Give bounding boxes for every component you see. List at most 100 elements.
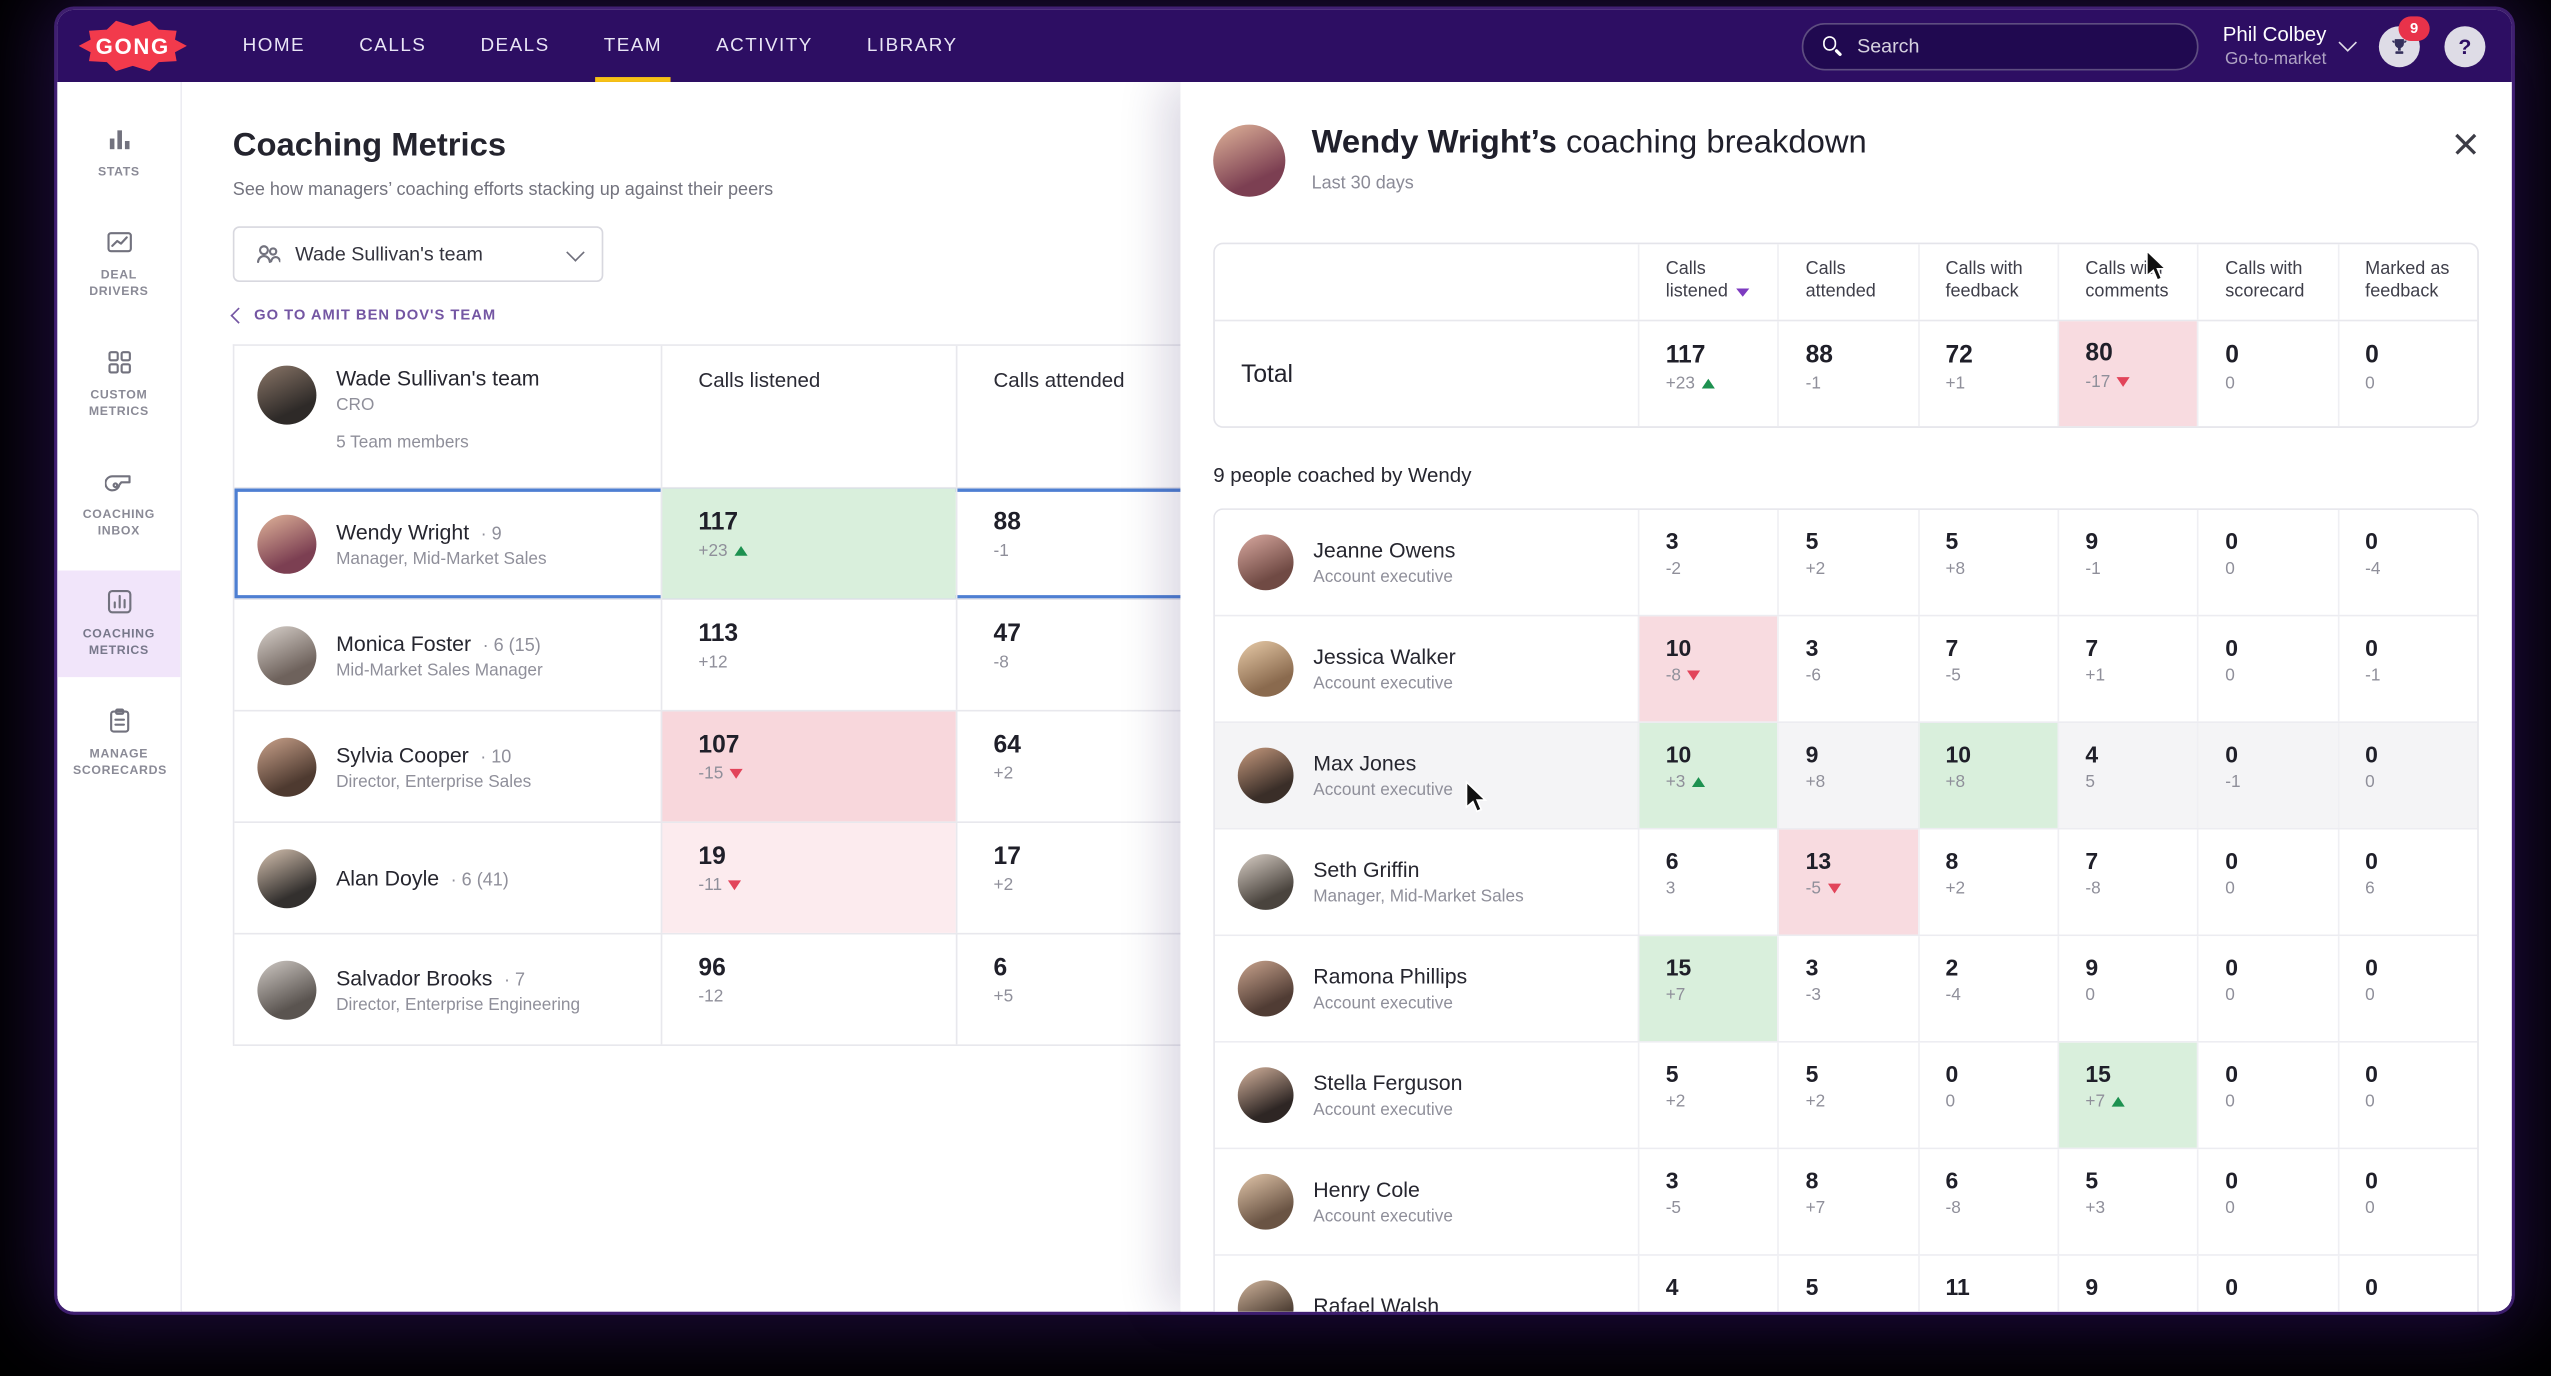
- column-calls-attended[interactable]: Calls attended: [1777, 244, 1918, 320]
- metric-cell: 10 +8: [1917, 723, 2058, 828]
- avatar: [1237, 1173, 1294, 1230]
- sidebar-item-deal-drivers[interactable]: DEAL DRIVERS: [57, 211, 180, 318]
- navbar-right: Search Phil Colbey Go-to-market 9: [1801, 15, 2486, 70]
- person-row-jessica-walker[interactable]: Jessica Walker Account executive 10 -8 3-…: [1214, 616, 2478, 724]
- metric-cell: 0: [2197, 1255, 2337, 1312]
- gong-logo[interactable]: GONG: [78, 20, 187, 72]
- person-row-henry-cole[interactable]: Henry Cole Account executive 3 -5 8 +7 6 -8…: [1214, 1149, 2478, 1256]
- metric-cell: 88 -1: [1777, 321, 1918, 427]
- people-table: Jeanne Owens Account executive 3 -2 5 +2 5…: [1213, 508, 2479, 1312]
- metric-cell: 7 +1: [2057, 616, 2198, 722]
- sidebar-item-coaching-inbox[interactable]: COACHING INBOX: [57, 450, 180, 557]
- chevron-down-icon: [566, 242, 585, 261]
- team-selector-dropdown[interactable]: Wade Sullivan's team: [232, 226, 604, 282]
- sidebar-item-custom-metrics[interactable]: CUSTOM METRICS: [57, 330, 180, 437]
- nav-deals[interactable]: DEALS: [480, 36, 550, 56]
- person-row-jeanne-owens[interactable]: Jeanne Owens Account executive 3 -2 5 +2 5…: [1214, 509, 2478, 617]
- person-row-stella-ferguson[interactable]: Stella Ferguson Account executive 5 +2 5 +…: [1214, 1042, 2478, 1150]
- metric-cell: 2 -4: [1917, 936, 2058, 1042]
- person-row-seth-griffin[interactable]: Seth Griffin Manager, Mid-Market Sales 6…: [1214, 829, 2478, 937]
- table-row-alan-doyle[interactable]: Alan Doyle · 6 (41) 19 -11 17 +2: [234, 823, 1251, 935]
- table-row-salvador-brooks[interactable]: Salvador Brooks · 7 Director, Enterprise …: [234, 934, 1251, 1046]
- sidebar-label: DEAL DRIVERS: [89, 266, 149, 299]
- team-role: CRO: [336, 395, 375, 415]
- nav-calls[interactable]: CALLS: [359, 36, 427, 56]
- up-arrow-icon: [734, 545, 748, 556]
- metric-cell: 117 +23: [1637, 321, 1778, 427]
- person-row-ramona-phillips[interactable]: Ramona Phillips Account executive 15 +7 3…: [1214, 936, 2478, 1043]
- person-row-max-jones[interactable]: Max Jones Account executive 10 +3 9 +8 10 +…: [1214, 723, 2478, 830]
- metric-cell: 113 +12: [660, 600, 956, 710]
- metric-cell: 47 -8: [955, 600, 1251, 710]
- avatar: [1237, 1067, 1294, 1124]
- metric-cell: 0 0: [2337, 321, 2477, 427]
- avatar: [1237, 641, 1294, 697]
- search-input[interactable]: Search: [1801, 22, 2199, 70]
- go-to-team-link[interactable]: GO TO AMIT BEN DOV'S TEAM: [230, 306, 2512, 323]
- metric-cell: 3 -3: [1777, 936, 1918, 1042]
- column-header-calls-listened[interactable]: Calls listened: [660, 345, 956, 487]
- sidebar-item-stats[interactable]: STATS: [57, 108, 180, 197]
- mouse-cursor: [1465, 780, 1488, 813]
- team-summary-row[interactable]: Wade Sullivan's team CRO 5 Team members …: [234, 345, 1251, 489]
- people-icon: [256, 245, 281, 264]
- metric-cell: 5 +3: [2057, 1149, 2198, 1255]
- column-header-calls-attended[interactable]: Calls attended: [955, 345, 1251, 487]
- column-calls-with-comments[interactable]: Calls with comments: [2057, 244, 2198, 320]
- table-row-sylvia-cooper[interactable]: Sylvia Cooper · 10 Director, Enterprise S…: [234, 711, 1251, 824]
- person-cell: Henry Cole Account executive: [1215, 1149, 1638, 1254]
- metric-cell: 64 +2: [955, 711, 1251, 822]
- metric-cell: 10 +3: [1637, 723, 1778, 828]
- column-marked-as-feedback[interactable]: Marked as feedback: [2337, 244, 2477, 320]
- help-icon: ?: [2458, 33, 2472, 59]
- nav-activity[interactable]: ACTIVITY: [716, 36, 813, 56]
- avatar: [1237, 960, 1294, 1017]
- nav-home[interactable]: HOME: [242, 36, 306, 56]
- notifications-button[interactable]: 9: [2378, 15, 2430, 67]
- metric-cell: 0: [2337, 1255, 2477, 1312]
- up-arrow-icon: [1691, 777, 1706, 787]
- left-sidebar: STATS DEAL DRIVERS CUSTOM METRICS COAC: [57, 81, 182, 1312]
- table-row-wendy-wright[interactable]: Wendy Wright · 9 Manager, Mid-Market Sale…: [234, 488, 1251, 601]
- person-cell: Monica Foster · 6 (15) Mid-Market Sales M…: [234, 600, 660, 710]
- top-navbar: GONG HOME CALLS DEALS TEAM ACTIVITY LIBR…: [57, 9, 2512, 82]
- metric-cell: 9 +8: [1777, 723, 1918, 828]
- metric-cell: 0 -4: [2337, 509, 2477, 615]
- column-calls-with-scorecard[interactable]: Calls with scorecard: [2197, 244, 2337, 320]
- metric-cell: 96 -12: [660, 934, 956, 1045]
- mouse-cursor: [2146, 249, 2168, 282]
- search-placeholder: Search: [1857, 34, 1920, 58]
- user-menu[interactable]: Phil Colbey Go-to-market: [2223, 23, 2357, 69]
- person-cell: Ramona Phillips Account executive: [1215, 936, 1638, 1041]
- column-calls-listened[interactable]: Calls listened: [1637, 244, 1778, 320]
- metric-cell: 0 -1: [2337, 616, 2477, 722]
- nav-library[interactable]: LIBRARY: [866, 36, 958, 56]
- nav-team[interactable]: TEAM: [595, 10, 670, 82]
- sidebar-label: CUSTOM METRICS: [88, 386, 149, 419]
- summary-header-row: Calls listened Calls attended Calls with…: [1214, 244, 2478, 322]
- help-button[interactable]: ?: [2444, 25, 2486, 67]
- table-row-monica-foster[interactable]: Monica Foster · 6 (15) Mid-Market Sales M…: [234, 600, 1251, 712]
- column-calls-with-feedback[interactable]: Calls with feedback: [1917, 244, 2058, 320]
- close-icon[interactable]: [2453, 131, 2479, 157]
- metric-cell: 9 -1: [2057, 509, 2198, 615]
- metric-cell: 3 -5: [1637, 1149, 1778, 1255]
- sidebar-item-coaching-metrics[interactable]: COACHING METRICS: [57, 569, 181, 677]
- metric-cell: 17 +2: [955, 823, 1251, 933]
- chevron-down-icon: [2338, 33, 2357, 52]
- person-row-rafael-walsh[interactable]: Rafael Walsh 4 5 11 9 0 0: [1214, 1255, 2478, 1312]
- avatar: [1237, 747, 1294, 804]
- chevron-left-icon: [230, 306, 247, 323]
- avatar: [257, 736, 317, 796]
- sidebar-item-manage-scorecards[interactable]: MANAGE SCORECARDS: [57, 689, 180, 796]
- metric-cell: 3 -2: [1637, 509, 1778, 615]
- team-members-count: 5 Team members: [336, 432, 469, 453]
